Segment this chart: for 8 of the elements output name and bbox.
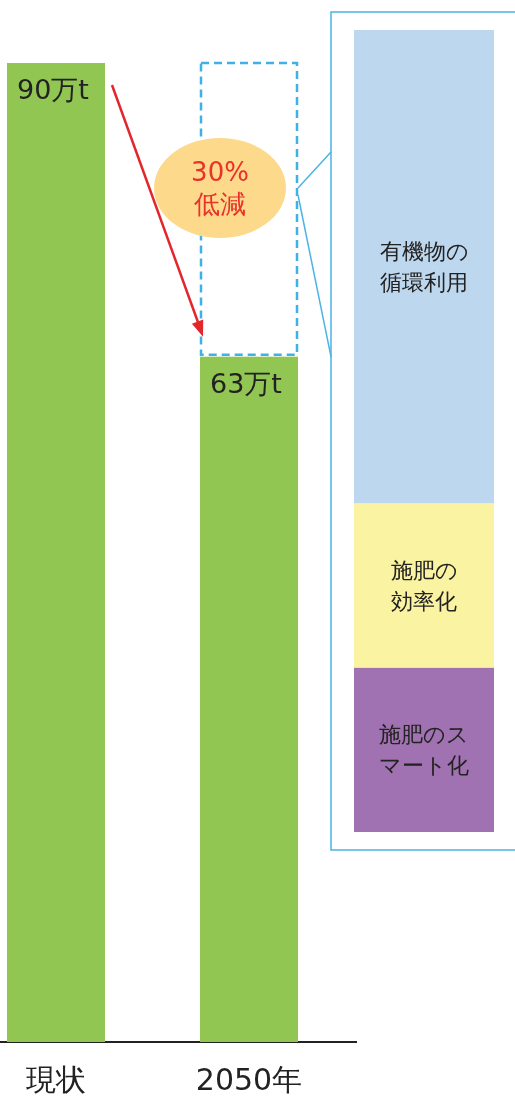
x-tick-label: 2050年 [195,1062,303,1097]
data-label: 90万t [17,74,89,105]
series-label: 有機物の循環利用 [379,238,469,295]
x-tick-label: 現状 [26,1062,86,1097]
data-label: 63万t [210,367,282,399]
annotation: 30% 低減 [191,157,249,219]
series-label: 施肥の効率化 [390,557,458,614]
series-label: 施肥のスマート化 [379,721,469,778]
